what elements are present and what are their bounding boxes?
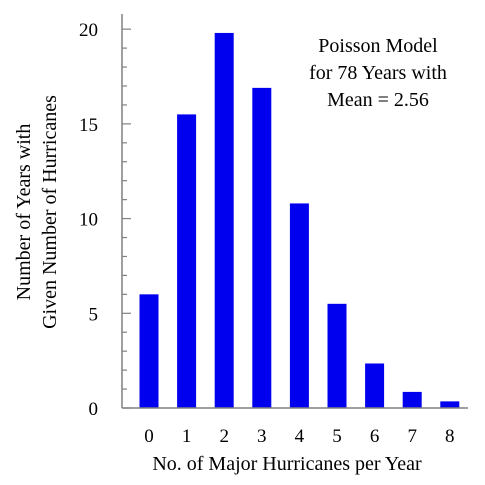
y-axis-title-line-1: Number of Years with: [13, 124, 35, 301]
x-tick-label: 7: [407, 426, 417, 447]
bar-8: [440, 401, 460, 408]
bar-4: [289, 203, 309, 408]
x-tick-label: 5: [332, 426, 342, 447]
y-axis-title-line-2: Given Number of Hurricanes: [39, 95, 61, 329]
y-tick-label: 10: [79, 210, 98, 231]
bar-0: [139, 294, 159, 408]
annotation: Poisson Model for 78 Years with Mean = 2…: [309, 35, 447, 111]
x-tick-label: 4: [295, 426, 305, 447]
y-axis-title: Number of Years with Given Number of Hur…: [13, 95, 61, 329]
x-tick-label: 0: [144, 426, 154, 447]
y-tick-label: 20: [79, 20, 98, 41]
x-tick-label: 6: [370, 426, 380, 447]
x-tick-label: 1: [182, 426, 192, 447]
bars-group: [139, 32, 460, 409]
y-tick-label: 5: [89, 304, 99, 325]
annotation-line-1: Poisson Model: [318, 35, 438, 57]
x-tick-label: 2: [219, 426, 229, 447]
x-tick-label: 8: [445, 426, 455, 447]
y-tick-label: 0: [89, 399, 99, 420]
y-ticks-group: 0 5 10 15 20: [79, 20, 131, 420]
bar-6: [365, 363, 385, 408]
bar-7: [402, 391, 422, 408]
x-axis-title: No. of Major Hurricanes per Year: [152, 453, 422, 475]
bar-2: [214, 32, 234, 408]
bar-3: [252, 87, 272, 408]
x-tick-label: 3: [257, 426, 267, 447]
bar-5: [327, 303, 347, 408]
x-ticks-group: 0 1 2 3 4 5 6 7 8: [144, 426, 454, 447]
annotation-line-2: for 78 Years with: [309, 62, 447, 84]
annotation-line-3: Mean = 2.56: [327, 89, 429, 111]
axes-group: [121, 14, 468, 409]
bar-1: [177, 114, 197, 409]
y-tick-label: 15: [79, 115, 98, 136]
